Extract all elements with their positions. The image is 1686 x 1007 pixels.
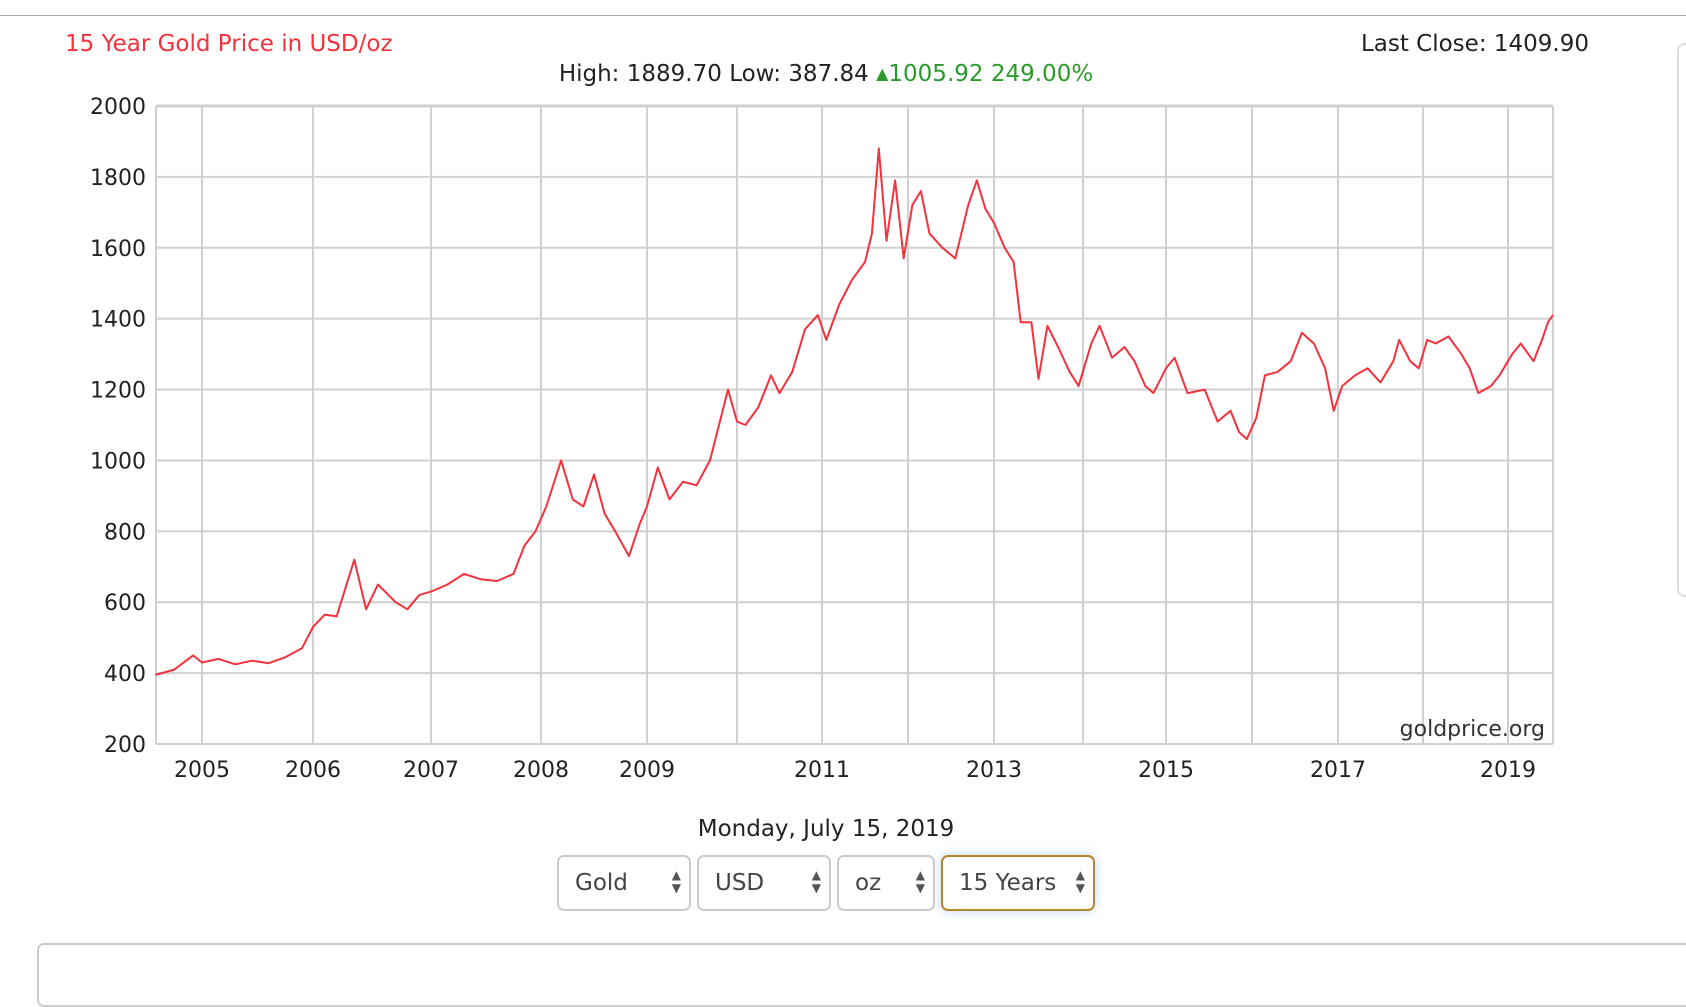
x-tick-label: 2015 — [1138, 758, 1194, 783]
range-select[interactable]: 15 Years ▲ ▼ — [941, 855, 1095, 911]
unit-select[interactable]: oz ▲ ▼ — [837, 855, 935, 911]
y-tick-label: 600 — [104, 591, 146, 616]
low-value: 387.84 — [788, 61, 869, 87]
y-tick-label: 1000 — [90, 449, 146, 474]
y-tick-label: 200 — [104, 733, 146, 758]
currency-select-value: USD — [715, 870, 765, 896]
metal-select-value: Gold — [575, 870, 628, 896]
price-stats: High: 1889.70 Low: 387.84 ▲1005.92 249.0… — [0, 61, 1652, 87]
y-tick-label: 2000 — [90, 95, 146, 120]
y-tick-label: 1400 — [90, 308, 146, 333]
x-tick-label: 2017 — [1310, 758, 1366, 783]
y-tick-label: 1200 — [90, 379, 146, 404]
high-label: High: — [558, 61, 620, 87]
x-tick-label: 2005 — [174, 758, 230, 783]
content-panel — [37, 943, 1686, 1007]
last-close-value: 1409.90 — [1493, 31, 1589, 57]
y-tick-label: 1800 — [90, 166, 146, 191]
chart-date: Monday, July 15, 2019 — [697, 816, 955, 842]
x-tick-label: 2008 — [513, 758, 569, 783]
unit-select-value: oz — [855, 870, 882, 896]
low-label: Low: — [729, 61, 781, 87]
select-arrows-icon: ▲ ▼ — [811, 868, 821, 895]
y-tick-label: 1600 — [90, 237, 146, 262]
y-tick-label: 800 — [104, 520, 146, 545]
x-tick-label: 2007 — [403, 758, 459, 783]
chart-title: 15 Year Gold Price in USD/oz — [65, 31, 393, 57]
high-value: 1889.70 — [626, 61, 722, 87]
watermark: goldprice.org — [1400, 717, 1545, 742]
up-arrow-icon: ▲ — [876, 64, 889, 83]
x-tick-label: 2006 — [285, 758, 341, 783]
x-tick-label: 2019 — [1480, 758, 1536, 783]
select-arrows-icon: ▲ ▼ — [915, 868, 925, 895]
top-divider — [0, 15, 1686, 16]
last-close-label: Last Close: — [1360, 31, 1487, 57]
change-value: 1005.92 — [888, 61, 984, 87]
x-tick-label: 2013 — [966, 758, 1022, 783]
y-tick-label: 400 — [104, 662, 146, 687]
metal-select[interactable]: Gold ▲ ▼ — [557, 855, 691, 911]
currency-select[interactable]: USD ▲ ▼ — [697, 855, 831, 911]
price-line — [155, 147, 1554, 676]
x-tick-label: 2009 — [619, 758, 675, 783]
select-arrows-icon: ▲ ▼ — [671, 868, 681, 895]
change-percent: 249.00% — [990, 61, 1094, 87]
select-arrows-icon: ▲ ▼ — [1075, 868, 1085, 895]
side-panel — [1677, 43, 1686, 597]
x-tick-label: 2011 — [794, 758, 850, 783]
last-close: Last Close: 1409.90 — [1361, 31, 1589, 57]
range-select-value: 15 Years — [959, 870, 1057, 896]
price-chart: 200 400 600 800 1000 1200 1400 1600 1800 2000 2005… — [90, 95, 1554, 783]
